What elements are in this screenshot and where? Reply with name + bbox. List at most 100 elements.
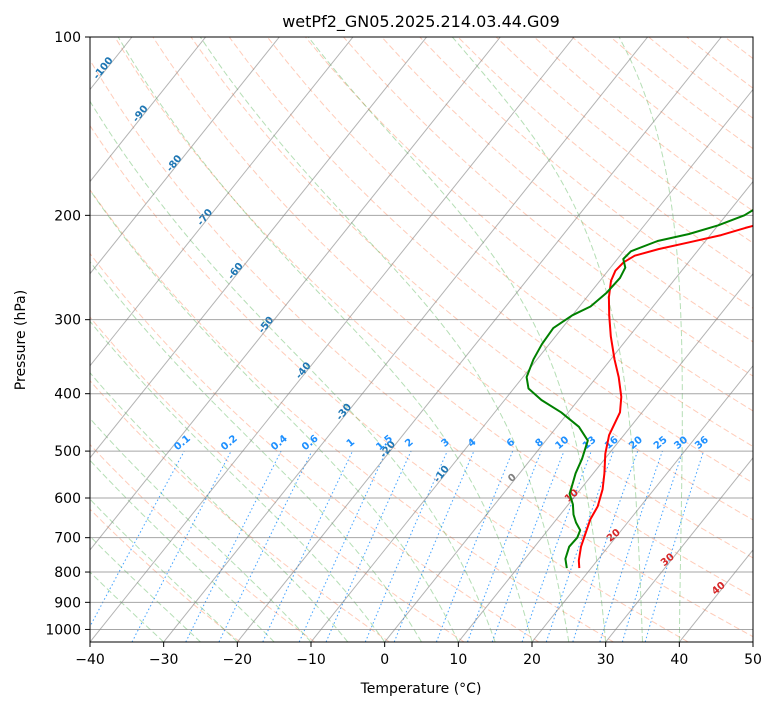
mixing-ratio-line (621, 450, 684, 642)
x-tick-label: −30 (149, 652, 179, 668)
dry-adiabat (90, 59, 753, 638)
dry-adiabat (90, 443, 316, 642)
y-tick-label: 800 (54, 565, 81, 581)
dry-adiabat (419, 37, 753, 309)
x-tick-label: 30 (597, 652, 615, 668)
mixing-ratio-label: 13 (581, 434, 599, 451)
profile-lines (525, 208, 753, 569)
y-tick-label: 600 (54, 491, 81, 507)
x-tick-label: 20 (523, 652, 541, 668)
moist-adiabat (451, 37, 643, 642)
isotherm-line (0, 37, 58, 642)
isotherm-label: 30 (659, 552, 677, 569)
moist-adiabat (307, 37, 607, 642)
moist-adiabat (90, 372, 349, 642)
isotherm-line (752, 641, 753, 642)
mixing-ratio-label: 4 (466, 437, 478, 450)
isotherm-line (457, 272, 753, 642)
mixing-ratio-line (599, 450, 663, 642)
mixing-ratio-line (572, 450, 639, 642)
mixing-ratio-label: 6 (505, 437, 517, 450)
mixing-ratio-line (185, 450, 282, 642)
dry-adiabat (533, 37, 753, 212)
moist-adiabat (618, 37, 683, 642)
x-tick-label: 40 (670, 652, 688, 668)
dry-adiabat (90, 189, 614, 642)
moist-adiabat (117, 37, 533, 642)
dry-adiabat (90, 316, 465, 642)
isotherm-label: 20 (605, 527, 623, 544)
x-tick-label: 0 (380, 652, 389, 668)
isotherm-label: -90 (131, 104, 151, 125)
mixing-ratio-label: 3 (439, 437, 451, 450)
mixing-ratio-label: 25 (652, 435, 670, 452)
mixing-ratio-line (467, 450, 542, 642)
dry-adiabat (266, 37, 753, 448)
dry-adiabat (152, 37, 753, 559)
dry-adiabat (610, 37, 753, 150)
dry-adiabat (114, 37, 753, 598)
x-axis-title: Temperature (°C) (360, 681, 482, 697)
moist-adiabat (199, 37, 570, 642)
x-tick-label: −20 (223, 652, 253, 668)
dry-adiabat (724, 37, 753, 60)
mixing-ratio-line (644, 450, 705, 642)
mixing-ratio-label: 0.4 (269, 433, 290, 453)
moist-adiabat (90, 100, 496, 642)
isotherm-line (236, 37, 722, 642)
mixing-ratio-line (364, 450, 448, 642)
y-axis: 100 200 300 400 500 600 700 800 900 1000 (45, 30, 90, 638)
moist-adiabat (90, 417, 312, 642)
mixing-ratio-label: 8 (533, 437, 545, 450)
y-tick-label: 100 (54, 30, 81, 46)
mixing-ratio-line (325, 450, 412, 642)
dry-adiabat (763, 37, 775, 642)
isotherm-line (90, 37, 501, 551)
background-lines (0, 37, 775, 642)
isotherm-line (531, 364, 753, 642)
mixing-ratio-label: 10 (554, 434, 572, 451)
y-tick-label: 200 (54, 208, 81, 224)
y-tick-label: 300 (54, 313, 81, 329)
x-tick-label: −40 (75, 652, 105, 668)
x-axis: −40 −30 −20 −10 0 10 20 30 40 50 (75, 642, 762, 668)
dry-adiabat (90, 252, 540, 642)
isotherm-label: -60 (226, 261, 246, 282)
isotherm-label: -10 (432, 464, 452, 485)
isotherm-line (163, 37, 649, 642)
mixing-ratio-label: 30 (672, 435, 690, 452)
isotherm-label: 40 (710, 580, 728, 597)
mixing-ratio-line (435, 450, 514, 642)
isotherm-line (90, 37, 207, 183)
dry-adiabat (90, 379, 390, 642)
mixing-ratio-line (218, 450, 313, 642)
dry-adiabat (457, 37, 753, 276)
isotherm-label: 0 (506, 472, 518, 485)
dewpoint-profile-line (525, 208, 753, 569)
dry-adiabat (381, 37, 753, 343)
x-tick-label: −10 (296, 652, 326, 668)
moist-adiabat (90, 320, 386, 642)
dry-adiabat (190, 37, 753, 521)
mixing-ratio-label: 0.2 (219, 433, 240, 453)
moist-adiabat (90, 459, 275, 642)
isotherm-label: -100 (91, 55, 115, 81)
moist-adiabat (90, 498, 238, 642)
isotherm-label: -30 (334, 402, 354, 423)
isotherm-line (310, 88, 753, 642)
y-tick-label: 1000 (45, 622, 81, 638)
isotherm-line (90, 37, 280, 275)
isotherm-label: -80 (165, 153, 185, 174)
moist-adiabat (90, 189, 459, 642)
mixing-ratio-line (131, 450, 232, 642)
y-tick-label: 400 (54, 387, 81, 403)
isotherm-line (90, 37, 428, 459)
isotherm-line (678, 549, 753, 642)
mixing-ratio-line (521, 450, 592, 642)
isotherm-line (605, 457, 753, 642)
mixing-ratio-label: 2 (403, 437, 415, 450)
isotherm-label: -70 (195, 207, 215, 228)
isotherm-line (90, 37, 354, 367)
chart-title: wetPf2_GN05.2025.214.03.44.G09 (282, 12, 560, 32)
